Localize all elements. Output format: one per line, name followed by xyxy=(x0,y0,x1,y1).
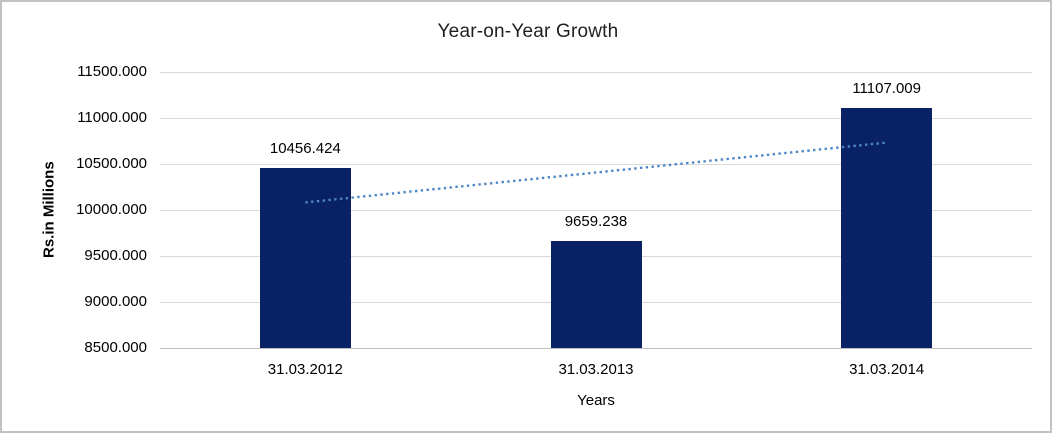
bar xyxy=(550,241,642,348)
bar xyxy=(841,108,933,348)
y-tick-label: 10500.000 xyxy=(76,155,147,172)
y-tick-label: 9500.000 xyxy=(84,247,147,264)
x-axis-title: Years xyxy=(577,392,615,409)
chart-title: Year-on-Year Growth xyxy=(437,21,619,42)
gridline xyxy=(160,117,1032,119)
bar-data-label: 11107.009 xyxy=(852,80,921,98)
y-tick-label: 11500.000 xyxy=(77,63,147,80)
x-axis-line xyxy=(160,347,1032,349)
y-tick-label: 11000.000 xyxy=(77,109,147,126)
x-tick-label: 31.03.2014 xyxy=(849,361,925,378)
x-tick-label: 31.03.2013 xyxy=(558,361,634,378)
y-tick-label: 9000.000 xyxy=(84,293,147,310)
bar-data-label: 9659.238 xyxy=(564,213,628,231)
bar-data-label: 10456.424 xyxy=(269,140,341,157)
y-tick-label: 10000.000 xyxy=(76,201,147,218)
x-tick-label: 31.03.2012 xyxy=(267,361,343,378)
gridline xyxy=(160,209,1032,211)
gridline xyxy=(160,71,1032,73)
bar xyxy=(259,168,351,348)
y-tick-label: 8500.000 xyxy=(84,339,147,356)
trendline-line xyxy=(305,141,887,204)
